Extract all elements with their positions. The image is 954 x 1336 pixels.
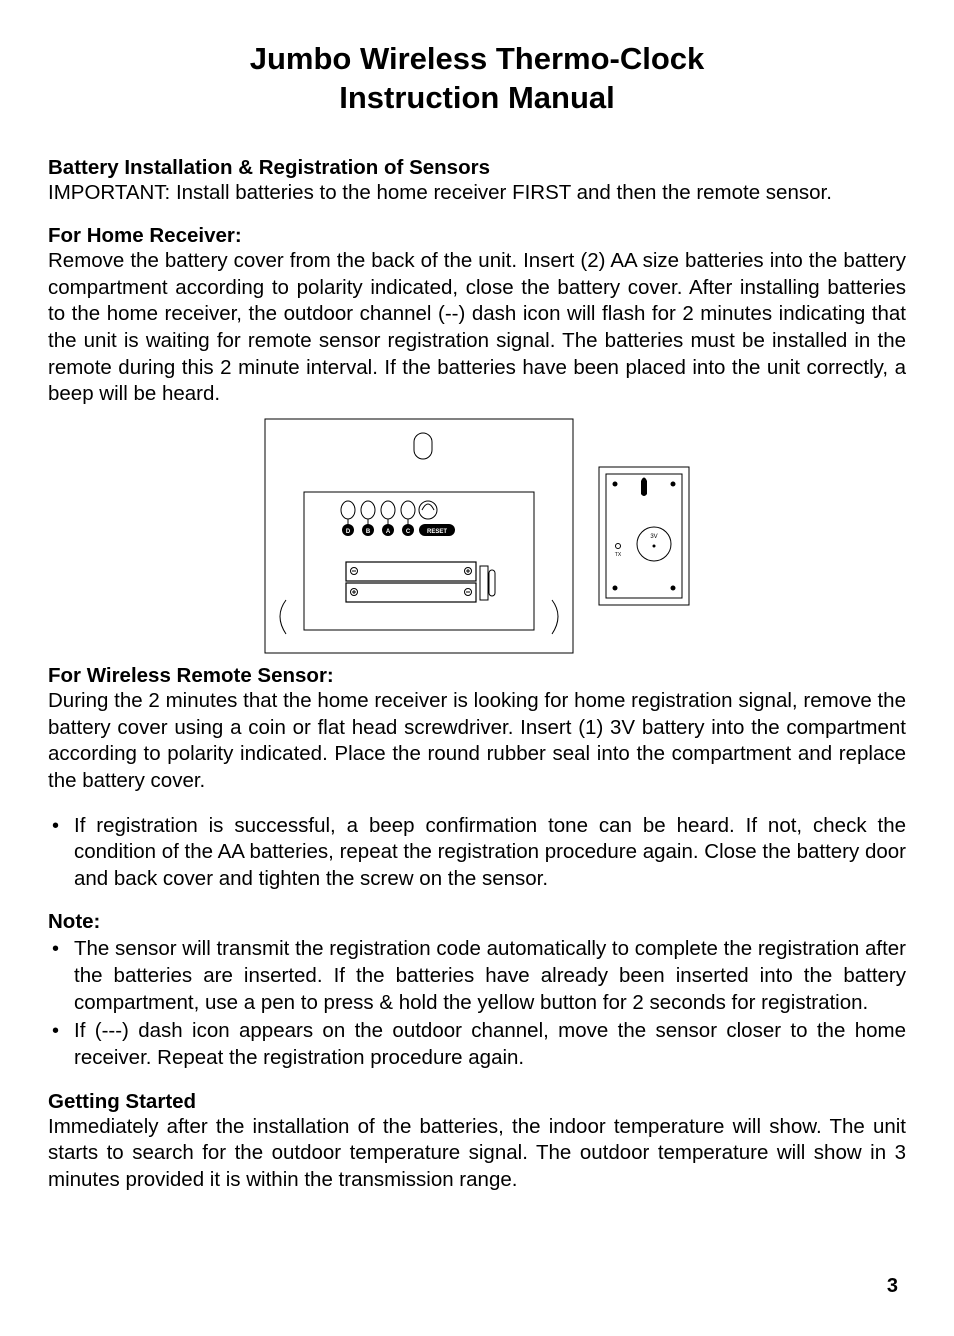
button-a-label: A: [386, 529, 391, 535]
document-title: Jumbo Wireless Thermo-Clock Instruction …: [48, 40, 906, 118]
note-heading: Note:: [48, 910, 906, 934]
remote-heading: For Wireless Remote Sensor:: [48, 664, 906, 688]
battery-3v-label: 3V: [650, 534, 657, 540]
section-battery-heading: Battery Installation & Registration of S…: [48, 156, 906, 180]
tx-label: TX: [615, 552, 622, 558]
sensor-diagram: 3V TX: [598, 466, 690, 606]
remote-bullets: If registration is successful, a beep co…: [48, 813, 906, 893]
receiver-heading: For Home Receiver:: [48, 224, 906, 248]
getting-started-heading: Getting Started: [48, 1090, 906, 1114]
diagram-container: D B A C RESET: [48, 418, 906, 654]
page-number: 3: [887, 1275, 898, 1298]
title-line-2: Instruction Manual: [48, 79, 906, 118]
receiver-diagram: D B A C RESET: [264, 418, 574, 654]
note-bullets: The sensor will transmit the registratio…: [48, 936, 906, 1071]
note-bullet-2: If (---) dash icon appears on the outdoo…: [48, 1018, 906, 1071]
receiver-body: Remove the battery cover from the back o…: [48, 248, 906, 408]
reset-label: RESET: [427, 529, 447, 535]
important-text: IMPORTANT: Install batteries to the home…: [48, 180, 906, 207]
button-d-label: D: [346, 529, 351, 535]
note-bullet-1: The sensor will transmit the registratio…: [48, 936, 906, 1016]
remote-bullet-1: If registration is successful, a beep co…: [48, 813, 906, 893]
button-c-label: C: [406, 529, 411, 535]
title-line-1: Jumbo Wireless Thermo-Clock: [48, 40, 906, 79]
button-row: D B A C RESET: [341, 501, 455, 536]
remote-body: During the 2 minutes that the home recei…: [48, 688, 906, 795]
getting-started-body: Immediately after the installation of th…: [48, 1114, 906, 1194]
button-b-label: B: [366, 529, 371, 535]
